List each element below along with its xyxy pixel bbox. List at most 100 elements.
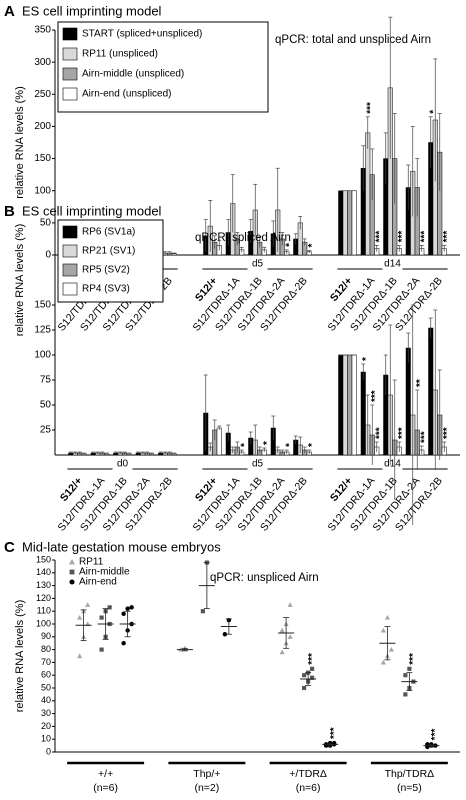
point: [85, 602, 91, 607]
significance: *: [284, 443, 295, 447]
y-tick-label: 140: [36, 567, 51, 577]
y-tick-label: 90: [41, 631, 51, 641]
y-tick-label: 120: [36, 593, 51, 603]
y-tick-label: 150: [34, 300, 51, 311]
point: [69, 559, 75, 565]
group-label: d5: [252, 259, 264, 270]
significance: *: [307, 244, 318, 248]
legend-swatch: [62, 244, 78, 258]
bar: [360, 371, 366, 456]
group-label: d14: [384, 259, 401, 270]
y-tick-label: 50: [40, 400, 52, 411]
point: [279, 649, 285, 655]
y-tick-label: 20: [41, 721, 51, 731]
significance: ***: [430, 729, 441, 741]
subtitle: qPCR: spliced Airn: [195, 232, 291, 244]
legend-swatch: [62, 282, 78, 296]
point: [77, 615, 83, 620]
bar: [347, 354, 353, 456]
significance: ***: [329, 727, 340, 739]
panel-title: ES cell imprinting model: [22, 203, 162, 218]
y-tick-label: 100: [34, 185, 51, 196]
legend-label: RP11 (unspliced): [82, 49, 158, 60]
bar: [338, 354, 344, 456]
bar: [338, 190, 344, 256]
legend-swatch: [62, 27, 78, 41]
significance: ***: [397, 231, 408, 243]
n-label: (n=6): [296, 782, 321, 794]
group-label: d5: [252, 459, 264, 470]
bar: [347, 190, 353, 256]
y-tick-label: 0: [46, 746, 51, 756]
legend-label: RP4 (SV3): [82, 284, 130, 295]
y-tick-label: 0: [45, 250, 51, 261]
point: [69, 569, 75, 575]
legend-label: RP11: [79, 557, 104, 568]
y-tick-label: 250: [34, 89, 51, 100]
point: [200, 609, 205, 614]
y-tick-label: 50: [41, 682, 51, 692]
significance: ***: [419, 231, 430, 243]
y-tick-label: 10: [41, 734, 51, 744]
y-tick-label: 200: [34, 121, 51, 132]
significance: ***: [365, 102, 376, 114]
significance: ***: [408, 653, 419, 665]
point: [99, 647, 104, 652]
legend-swatch: [62, 67, 78, 81]
significance: ***: [442, 231, 453, 243]
y-axis-label: relative RNA levels (%): [14, 600, 26, 712]
legend-swatch: [62, 47, 78, 61]
y-tick-label: 100: [34, 350, 51, 361]
legend-label: Airn-middle: [79, 567, 130, 578]
legend-swatch: [62, 263, 78, 277]
point: [121, 640, 126, 646]
y-tick-label: 130: [36, 580, 51, 590]
y-tick-label: 25: [40, 425, 52, 436]
y-tick-label: 350: [34, 25, 51, 36]
legend-label: Airn-middle (unspliced): [82, 69, 184, 80]
legend-label: Airn-end (unspliced): [82, 89, 172, 100]
y-tick-label: 125: [34, 325, 51, 336]
legend-label: Airn-end: [79, 577, 117, 588]
point: [380, 627, 386, 633]
y-tick-label: 75: [40, 375, 52, 386]
y-tick-label: 110: [37, 606, 51, 616]
bar: [216, 427, 222, 456]
y-tick-label: 100: [36, 618, 51, 628]
y-tick-label: 300: [34, 57, 51, 68]
point: [403, 692, 408, 697]
point: [302, 685, 307, 691]
n-label: (n=6): [93, 782, 118, 794]
point: [407, 666, 412, 671]
legend-label: RP5 (SV2): [82, 265, 130, 276]
significance: *: [361, 357, 372, 361]
bar: [342, 354, 348, 456]
n-label: (n=2): [194, 782, 219, 794]
x-tick-label: +/TDRΔ: [289, 768, 327, 780]
point: [77, 653, 83, 659]
significance: **: [415, 379, 426, 387]
y-axis-label: relative RNA levels (%): [14, 86, 26, 198]
subtitle: qPCR: unspliced Airn: [210, 572, 319, 584]
point: [310, 675, 315, 680]
y-tick-label: 80: [41, 644, 51, 654]
significance: ***: [397, 427, 408, 439]
point: [222, 632, 228, 637]
legend-label: RP6 (SV1a): [82, 227, 135, 238]
point: [99, 615, 104, 620]
significance: ***: [307, 653, 318, 665]
point: [287, 634, 293, 639]
bar: [342, 190, 348, 256]
x-tick-label: +/+: [98, 768, 113, 780]
group-label: d0: [117, 459, 129, 470]
x-tick-label: Thp/TDRΔ: [385, 768, 435, 780]
significance: ***: [442, 427, 453, 439]
y-tick-label: 150: [34, 153, 51, 164]
significance: ***: [419, 431, 430, 443]
bar: [365, 132, 371, 256]
group-label: d14: [384, 459, 401, 470]
panel-letter: B: [4, 203, 15, 220]
point: [125, 606, 130, 611]
significance: *: [239, 443, 250, 447]
